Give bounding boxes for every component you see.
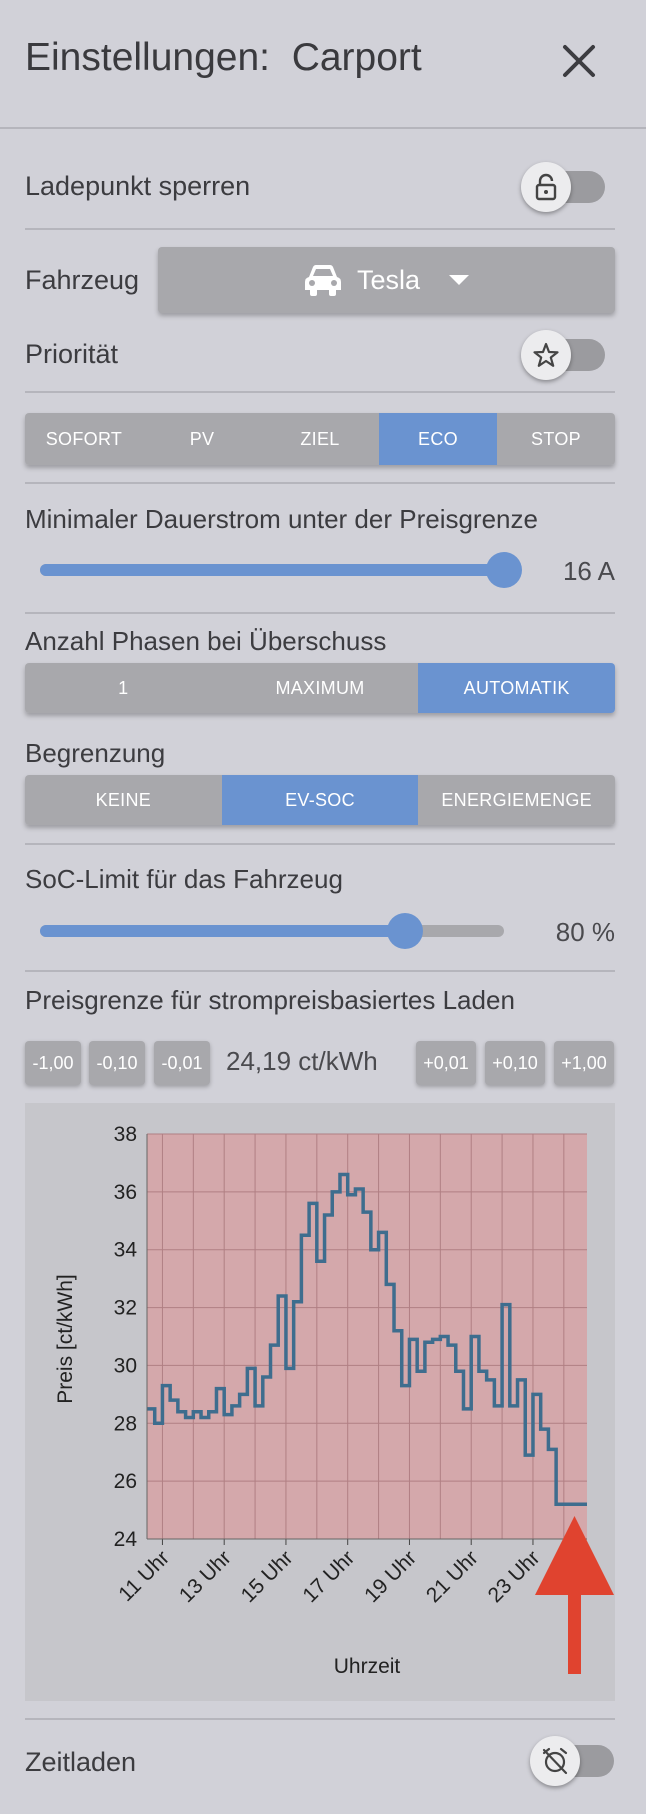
close-button[interactable] <box>556 38 602 84</box>
charge-mode-selector: SOFORT PV ZIEL ECO STOP <box>25 413 615 465</box>
lock-divider <box>25 228 615 230</box>
phases-maximum-button[interactable]: MAXIMUM <box>221 663 419 713</box>
chart-plot-area <box>147 1134 587 1539</box>
limit-energiemenge-button[interactable]: ENERGIEMENGE <box>418 775 615 825</box>
min-current-slider-fill <box>40 564 504 576</box>
soc-limit-value: 80 % <box>555 917 615 947</box>
x-tick-label: 19 Uhr <box>360 1546 421 1607</box>
lock-open-icon <box>535 173 557 201</box>
y-tick-label: 26 <box>114 1470 137 1493</box>
mode-pv-button[interactable]: PV <box>143 413 261 465</box>
y-tick-label: 34 <box>114 1239 138 1262</box>
dialog-title-prefix: Einstellungen: <box>25 36 271 79</box>
close-icon <box>563 45 595 77</box>
chart-divider <box>25 1718 615 1720</box>
price-limit-value: 24,19 ct/kWh <box>226 1046 378 1076</box>
limit-keine-button[interactable]: KEINE <box>25 775 222 825</box>
phases-1-button[interactable]: 1 <box>25 663 222 713</box>
y-tick-label: 24 <box>114 1528 138 1551</box>
y-tick-label: 38 <box>114 1123 137 1146</box>
soc-limit-slider-thumb[interactable] <box>387 913 423 949</box>
limit-selector: KEINE EV-SOC ENERGIEMENGE <box>25 775 615 825</box>
y-tick-label: 32 <box>114 1297 137 1320</box>
mode-eco-button[interactable]: ECO <box>379 413 497 465</box>
star-icon <box>533 342 559 367</box>
lock-toggle[interactable] <box>521 162 607 212</box>
y-tick-label: 36 <box>114 1181 137 1204</box>
min-current-slider-thumb[interactable] <box>486 552 522 588</box>
mode-divider <box>25 482 615 484</box>
x-tick-label: 11 Uhr <box>114 1546 174 1606</box>
timed-charging-label: Zeitladen <box>25 1747 137 1777</box>
x-tick-label: 23 Uhr <box>484 1546 545 1607</box>
mode-sofort-button[interactable]: SOFORT <box>25 413 143 465</box>
priority-toggle[interactable] <box>521 330 607 380</box>
chart-x-label: Uhrzeit <box>334 1655 401 1678</box>
x-tick-label: 21 Uhr <box>422 1546 483 1607</box>
price-minus-0-10-button[interactable]: -0,10 <box>89 1041 145 1085</box>
x-tick-label: 17 Uhr <box>298 1546 359 1607</box>
soc-limit-slider-fill <box>40 925 405 937</box>
car-icon <box>304 265 341 296</box>
dialog-title: Einstellungen: Carport <box>25 36 422 80</box>
header-divider <box>0 127 646 129</box>
phases-selector: 1 MAXIMUM AUTOMATIK <box>25 663 615 713</box>
chart-y-label: Preis [ct/kWh] <box>54 1274 77 1404</box>
min-current-label: Minimaler Dauerstrom unter der Preisgren… <box>25 504 538 534</box>
price-limit-label: Preisgrenze für strompreisbasiertes Lade… <box>25 985 515 1015</box>
limit-label: Begrenzung <box>25 738 166 768</box>
x-tick-label: 13 Uhr <box>175 1546 236 1607</box>
priority-divider <box>25 391 615 393</box>
y-tick-label: 30 <box>114 1354 137 1377</box>
y-tick-label: 28 <box>114 1412 137 1435</box>
arrow-annotation <box>535 1516 614 1674</box>
min-current-divider <box>25 612 615 614</box>
alarm-off-icon <box>542 1747 568 1775</box>
phases-label: Anzahl Phasen bei Überschuss <box>25 626 387 656</box>
vehicle-name: Tesla <box>356 264 421 295</box>
price-plus-0-01-button[interactable]: +0,01 <box>416 1041 476 1085</box>
soc-limit-label: SoC-Limit für das Fahrzeug <box>25 864 343 894</box>
mode-ziel-button[interactable]: ZIEL <box>261 413 379 465</box>
x-tick-label: 15 Uhr <box>237 1546 298 1607</box>
price-plus-0-10-button[interactable]: +0,10 <box>485 1041 545 1085</box>
limit-ev-soc-button[interactable]: EV-SOC <box>221 775 419 825</box>
vehicle-label: Fahrzeug <box>25 265 140 295</box>
price-chart-svg: 24 26 28 30 32 34 36 38 11 Uhr 13 Uhr 15 Uhr 17 Uh… <box>54 1123 614 1678</box>
soc-divider <box>25 970 615 972</box>
price-minus-0-01-button[interactable]: -0,01 <box>154 1041 210 1085</box>
dialog-title-name: Carport <box>291 36 422 79</box>
vehicle-select-button[interactable]: Tesla <box>158 247 615 313</box>
phases-automatik-button[interactable]: AUTOMATIK <box>418 663 615 713</box>
limit-divider <box>25 843 615 845</box>
lock-label: Ladepunkt sperren <box>25 171 251 201</box>
mode-stop-button[interactable]: STOP <box>497 413 615 465</box>
timed-charging-toggle[interactable] <box>530 1736 616 1786</box>
priority-label: Priorität <box>25 339 119 369</box>
caret-down-icon <box>449 275 470 285</box>
price-series-line <box>147 1172 587 1507</box>
min-current-value: 16 A <box>562 556 615 586</box>
price-chart: 24 26 28 30 32 34 36 38 11 Uhr 13 Uhr 15 Uhr 17 Uh… <box>25 1103 615 1701</box>
price-plus-1-button[interactable]: +1,00 <box>554 1041 614 1085</box>
price-minus-1-button[interactable]: -1,00 <box>25 1041 81 1085</box>
